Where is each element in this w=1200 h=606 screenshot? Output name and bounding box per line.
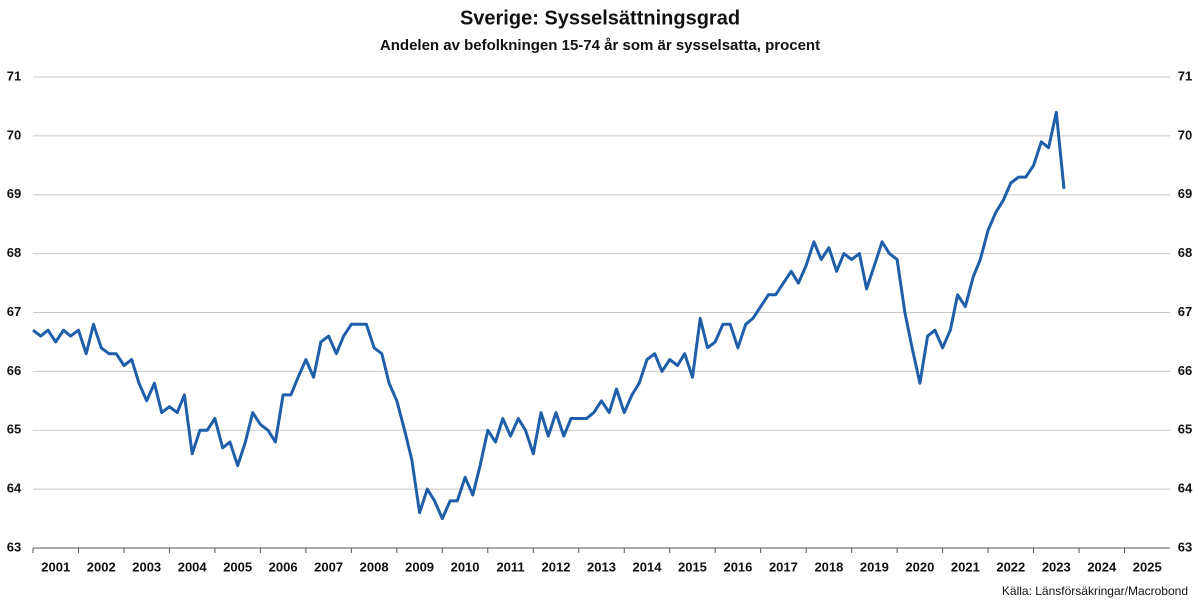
y2-tick-label: 71 <box>1178 68 1192 83</box>
y-tick-label: 70 <box>7 127 21 142</box>
y-tick-label: 66 <box>7 363 21 378</box>
y-tick-label: 67 <box>7 304 21 319</box>
x-tick-label: 2018 <box>814 559 843 574</box>
data-line <box>32 110 1066 521</box>
y2-tick-label: 65 <box>1178 422 1192 437</box>
y-tick-label: 71 <box>7 68 21 83</box>
x-tick-label: 2012 <box>542 559 571 574</box>
y2-tick-label: 63 <box>1178 539 1192 554</box>
x-tick-label: 2021 <box>951 559 980 574</box>
x-tick-label: 2001 <box>41 559 70 574</box>
y-tick-label: 69 <box>7 186 21 201</box>
chart-subtitle: Andelen av befolkningen 15-74 år som är … <box>380 37 820 54</box>
y2-tick-label: 67 <box>1178 304 1192 319</box>
y2-tick-label: 69 <box>1178 186 1192 201</box>
x-tick-label: 2004 <box>178 559 208 574</box>
chart-title: Sverige: Sysselsättningsgrad <box>460 7 740 29</box>
x-tick-label: 2014 <box>633 559 663 574</box>
x-tick-label: 2003 <box>132 559 161 574</box>
x-tick-label: 2010 <box>451 559 480 574</box>
x-tick-label: 2017 <box>769 559 798 574</box>
x-tick-label: 2011 <box>496 559 524 574</box>
x-tick-label: 2002 <box>87 559 116 574</box>
x-tick-label: 2024 <box>1087 559 1117 574</box>
x-tick-label: 2006 <box>269 559 298 574</box>
x-tick-label: 2005 <box>223 559 252 574</box>
x-tick-label: 2008 <box>360 559 389 574</box>
x-tick-label: 2020 <box>905 559 934 574</box>
x-tick-label: 2007 <box>314 559 343 574</box>
x-tick-label: 2016 <box>723 559 752 574</box>
y-tick-label: 64 <box>7 481 22 496</box>
x-tick-label: 2009 <box>405 559 434 574</box>
x-tick-label: 2023 <box>1042 559 1071 574</box>
y-tick-label: 68 <box>7 245 21 260</box>
x-tick-label: 2019 <box>860 559 889 574</box>
y-tick-label: 65 <box>7 422 21 437</box>
y2-tick-label: 68 <box>1178 245 1192 260</box>
y2-tick-label: 70 <box>1178 127 1192 142</box>
source: Källa: Länsförsäkringar/Macrobond <box>1002 584 1188 598</box>
y2-tick-label: 66 <box>1178 363 1192 378</box>
x-tick-label: 2025 <box>1133 559 1162 574</box>
x-tick-label: 2022 <box>996 559 1025 574</box>
y2-tick-label: 64 <box>1178 481 1193 496</box>
x-tick-label: 2013 <box>587 559 616 574</box>
x-tick-label: 2015 <box>678 559 707 574</box>
y-tick-label: 63 <box>7 539 21 554</box>
